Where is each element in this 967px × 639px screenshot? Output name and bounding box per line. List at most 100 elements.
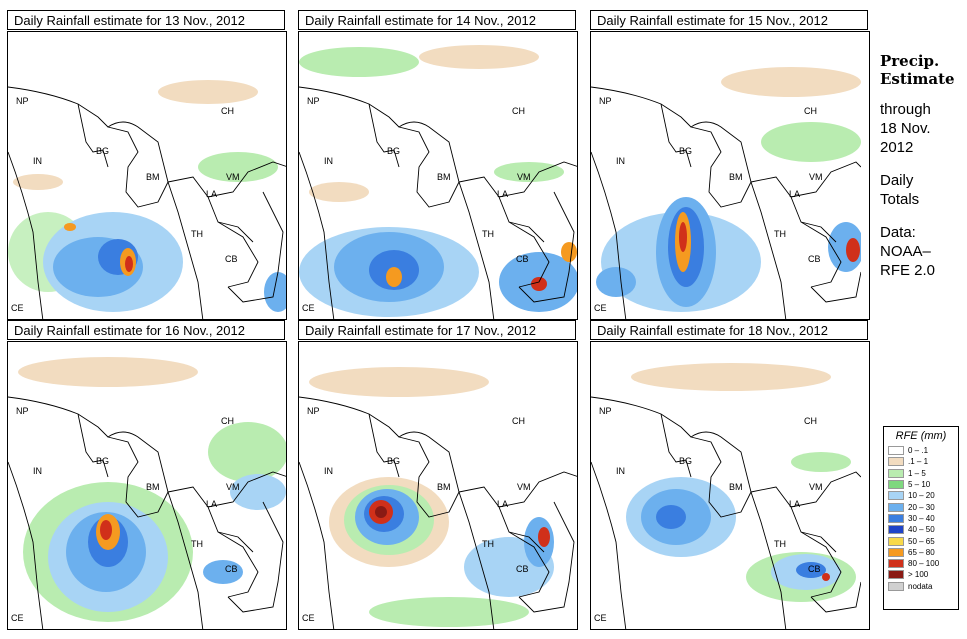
- panel-title: Daily Rainfall estimate for 16 Nov., 201…: [7, 320, 285, 340]
- panel-title: Daily Rainfall estimate for 13 Nov., 201…: [7, 10, 285, 30]
- country-borders: [8, 86, 286, 319]
- svg-text:LA: LA: [206, 499, 217, 509]
- svg-text:BG: BG: [96, 456, 109, 466]
- svg-text:LA: LA: [497, 499, 508, 509]
- legend-item: 30 – 40: [888, 513, 954, 524]
- map-panel-15-nov: Daily Rainfall estimate for 15 Nov., 201…: [590, 10, 870, 320]
- legend-item: > 100: [888, 569, 954, 580]
- legend-swatch: [888, 513, 904, 523]
- svg-text:BM: BM: [146, 172, 160, 182]
- legend-item: nodata: [888, 581, 954, 592]
- svg-text:VM: VM: [226, 172, 240, 182]
- data-label: Data:: [880, 224, 916, 241]
- legend-swatch: [888, 570, 904, 580]
- country-labels: NP CH IN BG BM VM LA TH CB CE: [302, 96, 531, 313]
- svg-text:CH: CH: [221, 106, 234, 116]
- legend-swatch: [888, 536, 904, 546]
- panel-title: Daily Rainfall estimate for 18 Nov., 201…: [590, 320, 868, 340]
- legend-label: 5 – 10: [908, 480, 931, 490]
- map-panel-13-nov: Daily Rainfall estimate for 13 Nov., 201…: [7, 10, 287, 320]
- country-labels: NP CH IN BG BM VM LA TH CB CE: [11, 96, 240, 313]
- svg-text:CE: CE: [11, 303, 24, 313]
- legend-label: 80 – 100: [908, 559, 940, 569]
- data-source-2: RFE 2.0: [880, 262, 936, 279]
- heading-estimate: Estimate: [880, 70, 955, 88]
- country-labels: NP CH IN BG BM VM LA TH CB CE: [302, 406, 531, 623]
- svg-text:CB: CB: [225, 564, 238, 574]
- legend-label: 0 – .1: [908, 446, 929, 456]
- svg-text:IN: IN: [33, 466, 42, 476]
- legend-swatch: [888, 468, 904, 478]
- legend-label: 20 – 30: [908, 502, 935, 512]
- svg-text:IN: IN: [33, 156, 42, 166]
- svg-text:IN: IN: [324, 466, 333, 476]
- country-labels: NP CH IN BG BM VM LA TH CB CE: [594, 96, 823, 313]
- end-year: 2012: [880, 139, 914, 156]
- legend-swatch: [888, 559, 904, 569]
- panel-title: Daily Rainfall estimate for 14 Nov., 201…: [298, 10, 576, 30]
- legend-label: 65 – 80: [908, 547, 935, 557]
- totals-label: Totals: [880, 191, 920, 208]
- rainfall-map: NP CH IN BG BM VM LA TH CB CE: [7, 341, 287, 630]
- map-panel-16-nov: Daily Rainfall estimate for 16 Nov., 201…: [7, 320, 287, 630]
- rainfall-map: NP CH IN BG BM VM LA TH CB CE: [7, 31, 287, 320]
- country-borders: [8, 396, 286, 629]
- legend-swatch: [888, 525, 904, 535]
- country-borders: [299, 86, 577, 319]
- map-panel-14-nov: Daily Rainfall estimate for 14 Nov., 201…: [298, 10, 578, 320]
- legend-label: 50 – 65: [908, 536, 935, 546]
- legend-item: 5 – 10: [888, 479, 954, 490]
- svg-text:TH: TH: [191, 539, 203, 549]
- legend-swatch: [888, 457, 904, 467]
- svg-text:TH: TH: [774, 539, 786, 549]
- svg-text:BM: BM: [729, 172, 743, 182]
- svg-text:LA: LA: [206, 189, 217, 199]
- svg-text:CH: CH: [804, 106, 817, 116]
- svg-text:BG: BG: [387, 456, 400, 466]
- svg-text:LA: LA: [789, 499, 800, 509]
- svg-text:CB: CB: [808, 564, 821, 574]
- svg-text:VM: VM: [517, 482, 531, 492]
- svg-text:CE: CE: [11, 613, 24, 623]
- svg-text:VM: VM: [517, 172, 531, 182]
- legend-swatch: [888, 480, 904, 490]
- rain-areas: [596, 67, 861, 312]
- rain-areas: [18, 357, 286, 622]
- svg-text:BM: BM: [146, 482, 160, 492]
- svg-text:BG: BG: [679, 146, 692, 156]
- country-labels: NP CH IN BG BM VM LA TH CB CE: [11, 406, 240, 623]
- legend-label: 30 – 40: [908, 513, 935, 523]
- svg-text:BM: BM: [437, 172, 451, 182]
- legend-label: > 100: [908, 570, 929, 580]
- svg-text:CH: CH: [512, 416, 525, 426]
- svg-text:NP: NP: [307, 406, 320, 416]
- svg-text:CH: CH: [221, 416, 234, 426]
- legend-label: nodata: [908, 581, 933, 591]
- svg-text:CE: CE: [594, 613, 607, 623]
- legend-swatch: [888, 547, 904, 557]
- svg-text:TH: TH: [774, 229, 786, 239]
- svg-text:BG: BG: [387, 146, 400, 156]
- legend-swatch: [888, 502, 904, 512]
- legend-swatch: [888, 581, 904, 591]
- svg-text:IN: IN: [616, 466, 625, 476]
- through-label: through: [880, 101, 931, 118]
- svg-text:CH: CH: [512, 106, 525, 116]
- svg-text:VM: VM: [809, 482, 823, 492]
- rainfall-map: NP CH IN BG BM VM LA TH CB CE: [298, 341, 578, 630]
- legend-item: 20 – 30: [888, 501, 954, 512]
- svg-text:VM: VM: [226, 482, 240, 492]
- svg-text:LA: LA: [497, 189, 508, 199]
- panel-title: Daily Rainfall estimate for 15 Nov., 201…: [590, 10, 868, 30]
- legend-item: 40 – 50: [888, 524, 954, 535]
- svg-text:IN: IN: [616, 156, 625, 166]
- rainfall-map: NP CH IN BG BM VM LA TH CB CE: [298, 31, 578, 320]
- svg-text:TH: TH: [482, 539, 494, 549]
- country-borders: [299, 396, 577, 629]
- map-panel-17-nov: Daily Rainfall estimate for 17 Nov., 201…: [298, 320, 578, 630]
- rain-areas: [299, 45, 577, 317]
- svg-text:CB: CB: [516, 564, 529, 574]
- legend-label: 1 – 5: [908, 468, 926, 478]
- panel-title: Daily Rainfall estimate for 17 Nov., 201…: [298, 320, 576, 340]
